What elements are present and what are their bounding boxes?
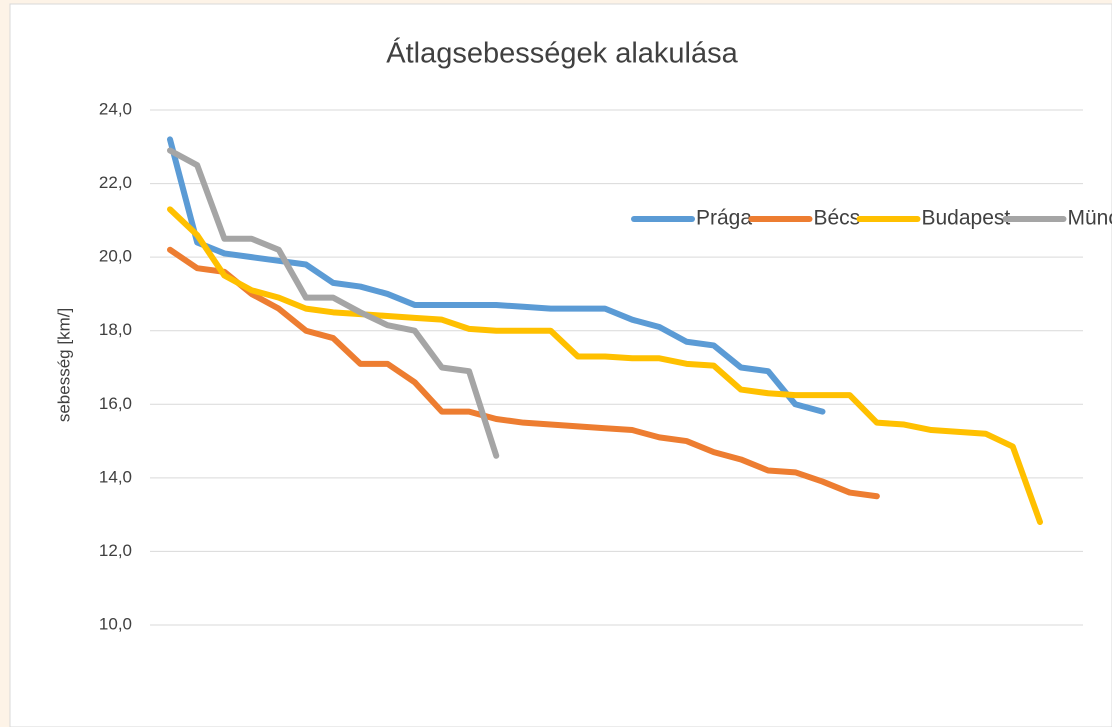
y-tick-label: 14,0 [99, 467, 132, 486]
y-tick-label: 24,0 [99, 99, 132, 118]
legend-label: Bécs [814, 207, 861, 230]
chart-title: Átlagsebességek alakulása [386, 37, 738, 70]
y-axis-label: sebesség [km/] [54, 308, 73, 422]
y-tick-label: 20,0 [99, 247, 132, 266]
legend-label: München [1068, 207, 1112, 230]
series-line [167, 136, 826, 415]
y-tick-label: 16,0 [99, 394, 132, 413]
y-tick-label: 10,0 [99, 614, 132, 633]
y-tick-label: 12,0 [99, 541, 132, 560]
series-line [167, 206, 1043, 525]
series-line [167, 246, 880, 500]
series-line [167, 147, 500, 459]
y-tick-label: 22,0 [99, 173, 132, 192]
chart-area [9, 3, 1112, 727]
legend-label: Budapest [922, 207, 1011, 230]
legend-label: Prága [696, 207, 752, 230]
y-tick-label: 18,0 [99, 320, 132, 339]
